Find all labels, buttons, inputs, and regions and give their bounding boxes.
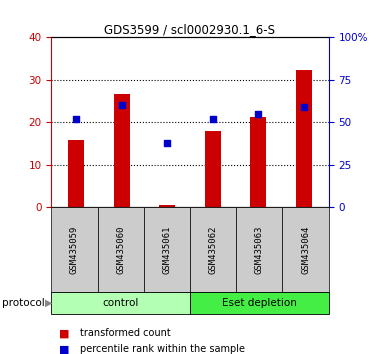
Point — [255, 111, 261, 116]
Text: protocol: protocol — [2, 298, 45, 308]
Title: GDS3599 / scl0002930.1_6-S: GDS3599 / scl0002930.1_6-S — [105, 23, 276, 36]
Bar — [205, 131, 221, 207]
Bar — [114, 94, 130, 207]
Text: percentile rank within the sample: percentile rank within the sample — [80, 344, 245, 354]
Text: control: control — [103, 298, 139, 308]
Text: ■: ■ — [59, 329, 70, 338]
Point — [73, 116, 79, 121]
Bar — [296, 70, 312, 207]
Text: GSM435061: GSM435061 — [162, 225, 171, 274]
Point — [164, 140, 170, 145]
Bar — [68, 140, 84, 207]
Point — [119, 102, 125, 108]
Text: GSM435064: GSM435064 — [301, 225, 310, 274]
Text: GSM435060: GSM435060 — [116, 225, 125, 274]
Text: ■: ■ — [59, 344, 70, 354]
Text: ▶: ▶ — [45, 298, 52, 308]
Bar — [159, 205, 175, 207]
Bar — [250, 117, 266, 207]
Text: transformed count: transformed count — [80, 329, 171, 338]
Point — [210, 116, 216, 121]
Point — [301, 104, 307, 110]
Text: GSM435059: GSM435059 — [70, 225, 79, 274]
Text: GSM435062: GSM435062 — [209, 225, 218, 274]
Text: Eset depletion: Eset depletion — [222, 298, 297, 308]
Text: GSM435063: GSM435063 — [255, 225, 264, 274]
